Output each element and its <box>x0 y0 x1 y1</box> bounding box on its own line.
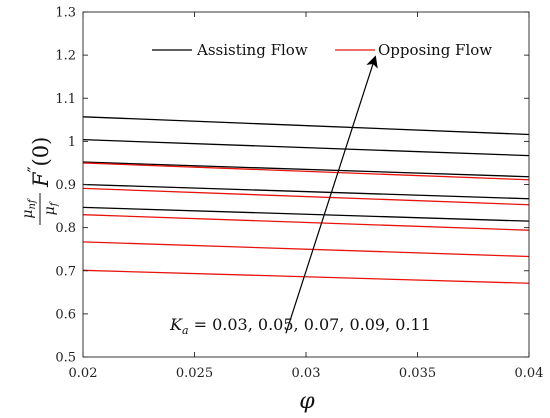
series-line-8 <box>82 241 530 258</box>
legend: Assisting Flow Opposing Flow <box>152 41 492 59</box>
y-label-function: F″(0) <box>24 137 53 188</box>
series-line-1 <box>82 139 530 157</box>
y-tick-label: 0.9 <box>55 178 76 193</box>
y-axis-ticks: 0.5 0.6 0.7 0.8 0.9 1 1.1 1.2 1.3 <box>55 6 529 366</box>
y-tick-label: 0.7 <box>55 264 76 279</box>
y-tick-label: 1.3 <box>55 6 76 21</box>
x-tick-label: 0.035 <box>399 366 436 381</box>
x-tick-label: 0.025 <box>176 366 213 381</box>
y-label-mu-bottom: μ <box>42 206 58 215</box>
series-layer <box>82 116 530 284</box>
y-tick-label: 0.8 <box>55 221 76 236</box>
annotation-k-sub: a <box>182 324 189 337</box>
series-line-3 <box>82 183 530 200</box>
annotation-values: = 0.03, 0.05, 0.07, 0.09, 0.11 <box>189 315 431 334</box>
series-line-0 <box>82 116 530 136</box>
y-label-argument: (0) <box>29 137 53 167</box>
annotation-k: K <box>169 315 183 334</box>
plot-area <box>83 12 529 357</box>
legend-label-assisting: Assisting Flow <box>196 41 308 59</box>
y-tick-label: 1.2 <box>55 49 76 64</box>
y-label-mu-bottom-sub: f <box>49 200 60 207</box>
x-axis-ticks: 0.02 0.025 0.03 0.035 0.04 <box>69 12 544 381</box>
y-label-f: F <box>29 171 53 188</box>
series-line-9 <box>82 269 530 284</box>
series-line-6 <box>82 187 530 206</box>
y-tick-label: 0.6 <box>55 307 76 322</box>
y-label-mu-top: μ <box>20 210 36 219</box>
y-label-prime: ″ <box>24 166 43 172</box>
y-tick-label: 0.5 <box>55 351 76 366</box>
x-tick-label: 0.02 <box>69 366 98 381</box>
series-line-4 <box>82 206 530 222</box>
series-line-5 <box>82 162 530 181</box>
y-label-mu-top-sub: nf <box>27 197 38 209</box>
annotation-label: Ka = 0.03, 0.05, 0.07, 0.09, 0.11 <box>169 315 431 337</box>
annotation-arrow <box>285 55 378 334</box>
y-tick-label: 1.1 <box>55 92 76 107</box>
y-label-numerator: μnf <box>20 197 38 219</box>
y-label-denominator: μf <box>42 200 60 215</box>
y-axis-label: μnf μf F″(0) <box>20 137 60 225</box>
series-line-7 <box>82 214 530 231</box>
x-tick-label: 0.04 <box>515 366 544 381</box>
legend-label-opposing: Opposing Flow <box>378 41 492 59</box>
x-tick-label: 0.03 <box>292 366 321 381</box>
series-line-2 <box>82 161 530 178</box>
y-tick-label: 1 <box>68 135 76 150</box>
x-axis-label: φ <box>299 389 315 414</box>
